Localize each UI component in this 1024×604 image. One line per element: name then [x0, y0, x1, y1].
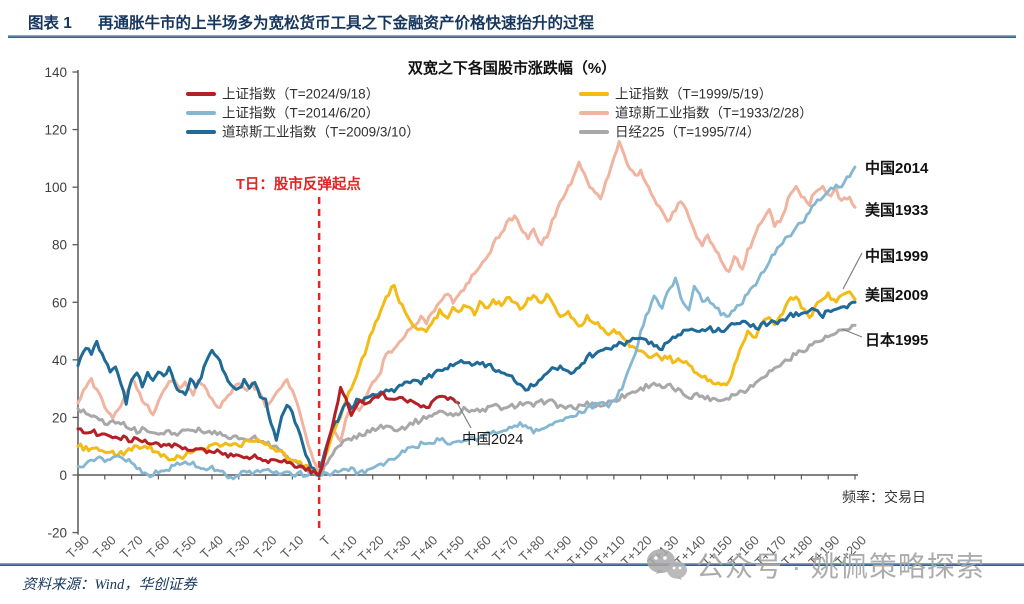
chart-title: 双宽之下各国股市涨跌幅（%）	[407, 60, 617, 77]
series-line-日本1995	[76, 323, 857, 477]
x-tick-label: T+40	[409, 533, 441, 565]
legend-swatch	[186, 129, 216, 134]
x-tick-label: T-90	[63, 533, 92, 562]
legend-label: 道琼斯工业指数（T=1933/2/28）	[615, 105, 813, 121]
series-line-美国2009	[76, 300, 857, 478]
series-end-label-japan1995: 日本1995	[865, 332, 929, 349]
y-tick-label: 20	[52, 410, 67, 425]
x-tick-label: T	[317, 532, 333, 548]
series-end-label-us1933: 美国1933	[865, 202, 929, 219]
source-note: 资料来源：Wind，华创证券	[22, 577, 197, 593]
y-tick-label: 40	[52, 353, 67, 368]
leader-japan1995	[841, 328, 863, 338]
x-tick-label: T-80	[90, 533, 119, 562]
leader-china2024	[454, 398, 472, 429]
x-tick-label: T-40	[197, 533, 226, 562]
legend-column-right: 上证指数（T=1999/5/19） 道琼斯工业指数（T=1933/2/28） 日经2…	[579, 84, 813, 141]
x-tick-label: T-70	[117, 533, 146, 562]
x-tick-label: T-10	[277, 533, 306, 562]
footer-divider	[0, 563, 1024, 566]
legend-label: 日经225（T=1995/7/4）	[615, 124, 761, 140]
legend-item: 上证指数（T=2014/6/20）	[186, 103, 420, 122]
x-tick-label: T-30	[224, 533, 253, 562]
figure-title: 再通胀牛市的上半场多为宽松货币工具之下金融资产价格快速抬升的过程	[97, 15, 594, 32]
legend-item: 道琼斯工业指数（T=1933/2/28）	[579, 103, 813, 122]
legend-swatch	[579, 129, 609, 134]
y-tick-label: 140	[44, 65, 67, 80]
legend-item: 上证指数（T=2024/9/18）	[186, 84, 420, 103]
legend-swatch	[186, 110, 216, 115]
x-tick-label: T+30	[382, 533, 414, 565]
x-tick-label: T+60	[462, 533, 494, 565]
figure-tag: 图表 1	[28, 15, 72, 32]
legend-swatch	[186, 91, 216, 96]
legend-label: 上证指数（T=2024/9/18）	[222, 86, 380, 102]
header-divider	[8, 35, 1016, 38]
y-tick-label: 0	[59, 468, 67, 483]
y-tick-label: -20	[47, 526, 67, 541]
x-tick-label: T-50	[170, 533, 199, 562]
x-tick-label: T+70	[489, 533, 521, 565]
watermark: 公众号 · 姚佩策略探索	[646, 545, 985, 585]
x-tick-label: T+80	[516, 533, 548, 565]
series-line-中国2014	[76, 165, 857, 481]
t-day-annotation: T日：股市反弹起点	[236, 177, 361, 193]
series-line-美国1933	[76, 139, 857, 478]
x-tick-label: T+20	[355, 533, 387, 565]
wechat-icon	[647, 549, 687, 580]
watermark-text: 公众号 · 姚佩策略探索	[696, 551, 985, 582]
legend-label: 上证指数（T=1999/5/19）	[615, 86, 773, 102]
series-line-中国2024	[76, 385, 460, 477]
legend-swatch	[579, 110, 609, 115]
legend-column-left: 上证指数（T=2024/9/18） 上证指数（T=2014/6/20） 道琼斯工业指…	[186, 84, 420, 141]
x-tick-label: T-20	[251, 533, 280, 562]
legend-item: 道琼斯工业指数（T=2009/3/10）	[186, 122, 420, 141]
frequency-note: 频率：交易日	[842, 489, 926, 505]
y-tick-label: 120	[44, 123, 67, 138]
y-tick-label: 60	[52, 295, 67, 310]
leader-china1999	[842, 252, 863, 290]
legend-swatch	[579, 91, 609, 96]
series-end-label-us2009: 美国2009	[865, 287, 929, 304]
figure-header: 图表 1 再通胀牛市的上半场多为宽松货币工具之下金融资产价格快速抬升的过程	[28, 11, 594, 33]
series-end-label-china1999: 中国1999	[865, 248, 929, 265]
legend-label: 上证指数（T=2014/6/20）	[222, 105, 380, 121]
legend-label: 道琼斯工业指数（T=2009/3/10）	[222, 124, 420, 140]
series-line-中国1999	[76, 283, 857, 478]
series-end-label-china2014: 中国2014	[865, 160, 929, 177]
x-tick-label: T-60	[143, 533, 172, 562]
china2024-annotation: 中国2024	[462, 432, 524, 448]
legend-item: 日经225（T=1995/7/4）	[579, 122, 813, 141]
y-tick-label: 80	[52, 238, 67, 253]
x-tick-label: T+10	[328, 533, 360, 565]
y-tick-label: 100	[44, 180, 67, 195]
legend-item: 上证指数（T=1999/5/19）	[579, 84, 813, 103]
x-tick-label: T+50	[435, 533, 467, 565]
